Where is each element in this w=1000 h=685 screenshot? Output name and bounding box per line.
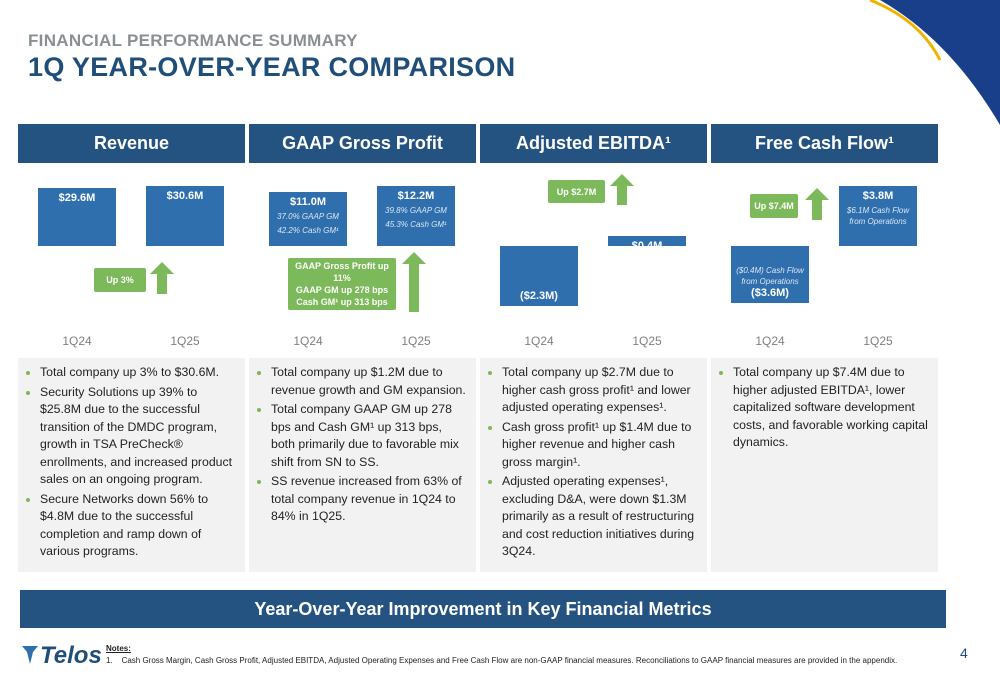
category-label: 1Q24	[755, 334, 785, 348]
notes-heading: Notes:	[106, 644, 131, 653]
bullet: Total company up $2.7M due to higher cas…	[502, 364, 699, 417]
bullet: Total company up $1.2M due to revenue gr…	[271, 364, 468, 399]
bar-sublabel: 39.8% GAAP GM	[385, 206, 447, 215]
callout-line: Cash GM¹ up 313 bps	[296, 297, 388, 307]
callout: Up $7.4M	[750, 194, 798, 218]
bar-label: $0.4M	[631, 239, 663, 252]
bullet: SS revenue increased from 63% of total c…	[271, 473, 468, 526]
panel-title: Free Cash Flow¹	[711, 124, 938, 163]
title: 1Q YEAR-OVER-YEAR COMPARISON	[28, 52, 516, 82]
note: 1. Cash Gross Margin, Cash Gross Profit,…	[106, 656, 897, 665]
panel-body: Total company up $1.2M due to revenue gr…	[249, 358, 476, 572]
category-label: 1Q24	[62, 334, 92, 348]
up-arrow	[150, 262, 174, 294]
bullet-list: Total company up $7.4M due to higher adj…	[719, 364, 930, 452]
bar-sublabel: $6.1M Cash Flow from Operations	[846, 206, 910, 226]
category-label: 1Q25	[632, 334, 662, 348]
bar-label: $11.0M	[289, 195, 327, 208]
callout-line: Up $2.7M	[556, 186, 597, 197]
panel-chart: $29.6M 1Q24 $30.6M 1Q25 Up 3%	[18, 163, 245, 355]
panel-title: GAAP Gross Profit	[249, 124, 476, 163]
panel-body: Total company up 3% to $30.6M. Security S…	[18, 358, 245, 572]
category-label: 1Q24	[293, 334, 323, 348]
page-number: 4	[960, 645, 968, 661]
corner-swoosh	[869, 0, 1000, 125]
up-arrow	[402, 252, 426, 312]
panel-title: Adjusted EBITDA¹	[480, 124, 707, 163]
bar: $11.0M 37.0% GAAP GM 42.2% Cash GM¹	[269, 191, 347, 246]
panel-chart: ($0.4M) Cash Flow from Operations ($3.6M)…	[711, 163, 938, 355]
banner: Year-Over-Year Improvement in Key Financ…	[20, 590, 946, 628]
category-label: 1Q24	[524, 334, 554, 348]
panel-body: Total company up $7.4M due to higher adj…	[711, 358, 938, 572]
bar: $0.4M	[608, 235, 686, 252]
up-arrow	[805, 188, 829, 220]
bar-label: ($3.6M)	[751, 286, 789, 299]
callout: Up $2.7M	[548, 180, 605, 203]
bullet: Security Solutions up 39% to $25.8M due …	[40, 384, 237, 489]
note-number: 1.	[106, 656, 113, 665]
callout-line: Up $7.4M	[754, 201, 794, 211]
panel-chart: ($2.3M) 1Q24 $0.4M 1Q25 Up $2.7M	[480, 163, 707, 355]
bullet-list: Total company up $2.7M due to higher cas…	[488, 364, 699, 561]
bullet-list: Total company up 3% to $30.6M. Security S…	[26, 364, 237, 561]
note-text: Cash Gross Margin, Cash Gross Profit, Ad…	[121, 656, 898, 665]
bullet: Cash gross profit¹ up $1.4M due to highe…	[502, 419, 699, 472]
bullet: Secure Networks down 56% to $4.8M due to…	[40, 491, 237, 561]
callout: GAAP Gross Profit up 11% GAAP GM up 278 b…	[288, 258, 396, 310]
bar: $12.2M 39.8% GAAP GM 45.3% Cash GM¹	[377, 186, 455, 246]
bullet-list: Total company up $1.2M due to revenue gr…	[257, 364, 468, 526]
bar-label: $29.6M	[58, 191, 96, 204]
bar-label: $3.8M	[862, 190, 894, 202]
callout-line: GAAP Gross Profit up 11%	[295, 261, 389, 283]
bar: $30.6M	[146, 186, 224, 246]
category-label: 1Q25	[863, 334, 893, 348]
category-label: 1Q25	[401, 334, 431, 348]
logo-icon	[22, 646, 38, 664]
category-label: 1Q25	[170, 334, 200, 348]
callout-line: GAAP GM up 278 bps	[295, 285, 389, 295]
panel-title: Revenue	[18, 124, 245, 163]
bullet: Total company up $7.4M due to higher adj…	[733, 364, 930, 452]
bar: $29.6M	[38, 187, 116, 246]
bar-label: $30.6M	[166, 190, 204, 202]
bar: ($0.4M) Cash Flow from Operations ($3.6M)	[731, 246, 809, 303]
bar: $3.8M $6.1M Cash Flow from Operations	[839, 186, 917, 246]
bullet: Adjusted operating expenses¹, excluding …	[502, 473, 699, 561]
callout: Up 3%	[94, 268, 146, 292]
bar-sublabel: 37.0% GAAP GM	[277, 211, 339, 221]
panel-chart: $11.0M 37.0% GAAP GM 42.2% Cash GM¹ 1Q24 $12…	[249, 163, 476, 355]
bar-sublabel: 45.3% Cash GM¹	[385, 220, 447, 229]
bar: ($2.3M)	[500, 246, 578, 306]
bar-label: $12.2M	[397, 190, 435, 202]
bullet: Total company GAAP GM up 278 bps and Cas…	[271, 401, 468, 471]
bar-label: ($2.3M)	[520, 290, 558, 302]
bullet: Total company up 3% to $30.6M.	[40, 364, 237, 382]
panel-body: Total company up $2.7M due to higher cas…	[480, 358, 707, 572]
bar-sublabel: ($0.4M) Cash Flow from Operations	[736, 265, 804, 286]
kicker: FINANCIAL PERFORMANCE SUMMARY	[28, 31, 358, 50]
logo: Telos	[40, 642, 102, 669]
bar-sublabel: 42.2% Cash GM¹	[277, 225, 339, 235]
callout-line: Up 3%	[106, 275, 134, 285]
up-arrow	[610, 174, 634, 205]
